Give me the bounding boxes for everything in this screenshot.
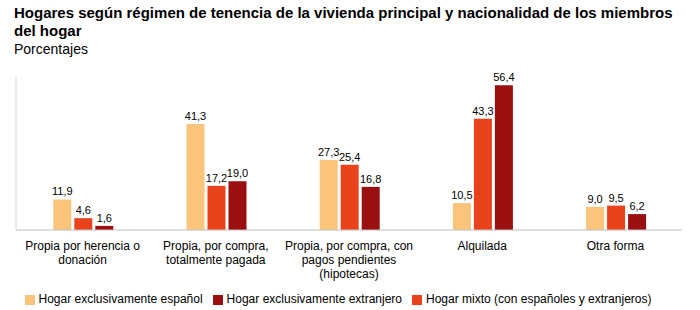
svg-text:Propia por herencia odonación: Propia por herencia odonación xyxy=(25,239,140,267)
svg-text:11,9: 11,9 xyxy=(52,185,73,197)
html-text:Hogares según régimen de tenen: Hogares según régimen de tenencia de la … xyxy=(14,4,673,39)
svg-text:Propia, por compra, conpagos p: Propia, por compra, conpagos pendientes(… xyxy=(285,239,413,281)
html-text:Hogar mixto (con españoles y e: Hogar mixto (con españoles y extranjeros… xyxy=(426,292,652,306)
svg-text:9,5: 9,5 xyxy=(608,192,623,204)
svg-text:43,3: 43,3 xyxy=(472,105,493,117)
html-text:Hogar exclusivamente extranjer: Hogar exclusivamente extranjero xyxy=(226,292,402,306)
svg-text:25,4: 25,4 xyxy=(339,151,360,163)
svg-text:Propia, por compra,totalmente: Propia, por compra,totalmente pagada xyxy=(163,239,268,267)
svg-text:6,2: 6,2 xyxy=(629,200,644,212)
svg-text:56,4: 56,4 xyxy=(493,71,514,83)
svg-text:41,3: 41,3 xyxy=(185,110,206,122)
svg-text:Alquilada: Alquilada xyxy=(458,239,508,253)
svg-text:4,6: 4,6 xyxy=(76,204,91,216)
svg-text:9,0: 9,0 xyxy=(587,193,602,205)
svg-text:10,5: 10,5 xyxy=(451,189,472,201)
svg-text:19,0: 19,0 xyxy=(227,167,248,179)
svg-text:16,8: 16,8 xyxy=(360,173,381,185)
svg-text:27,3: 27,3 xyxy=(318,146,339,158)
svg-text:Otra forma: Otra forma xyxy=(587,239,645,253)
html-text:Porcentajes: Porcentajes xyxy=(14,41,88,57)
svg-text:17,2: 17,2 xyxy=(206,172,227,184)
svg-text:1,6: 1,6 xyxy=(97,212,112,224)
html-text:Hogar exclusivamente español: Hogar exclusivamente español xyxy=(38,292,203,306)
